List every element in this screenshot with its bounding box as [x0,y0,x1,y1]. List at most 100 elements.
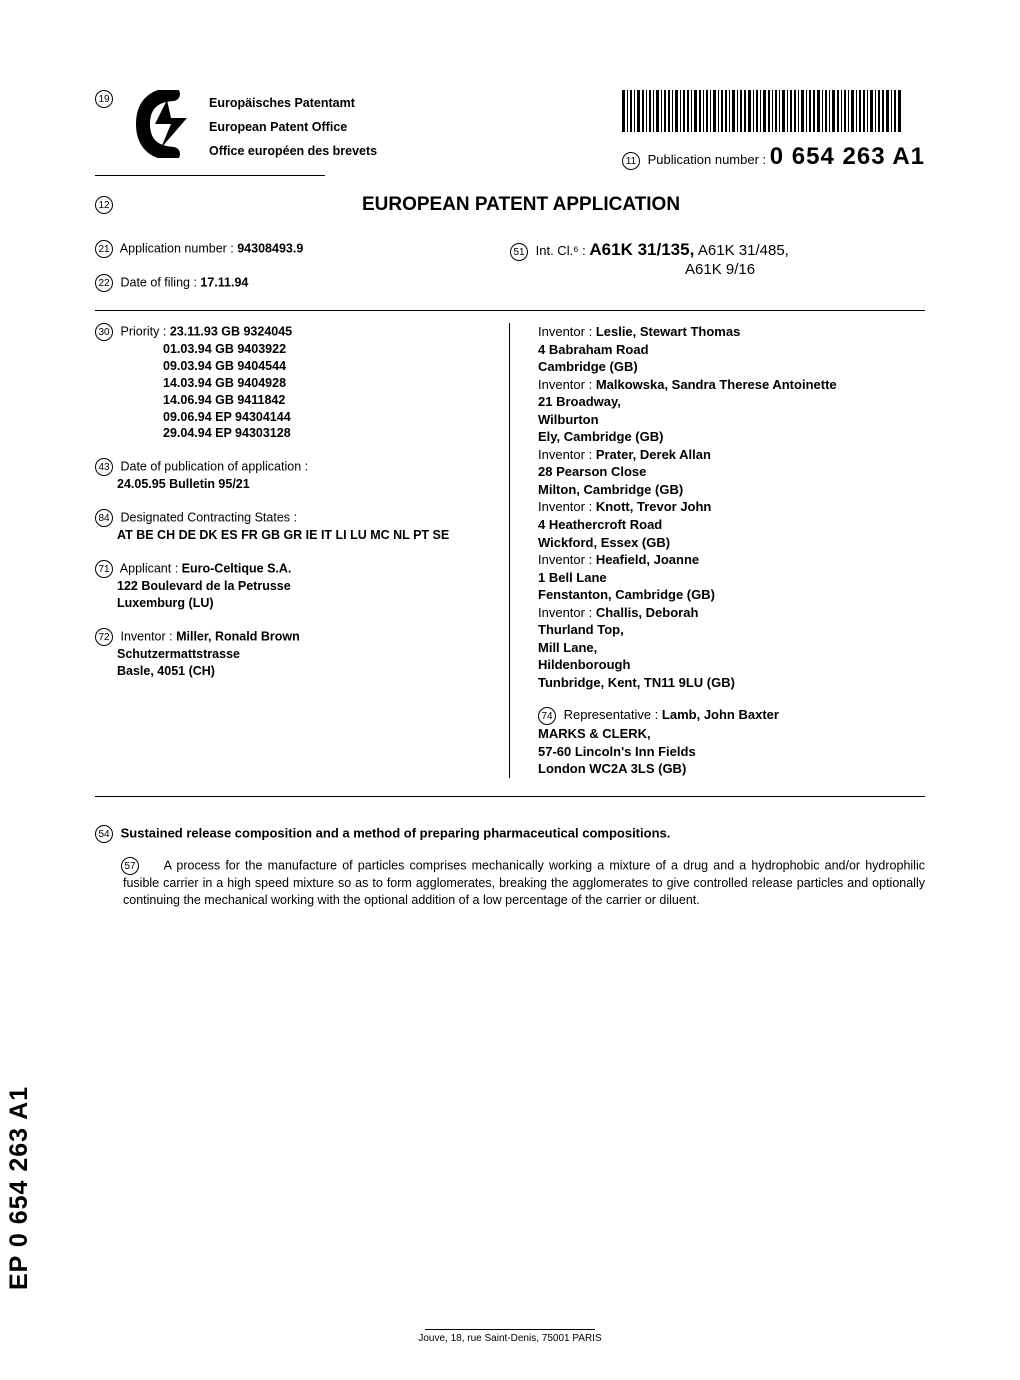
field-code-30: 30 [95,323,113,341]
field-code-71: 71 [95,560,113,578]
pre-biblio-left: 21 Application number : 94308493.9 22 Da… [95,240,510,292]
pub-number-value: 0 654 263 A1 [770,143,925,170]
field-code-72: 72 [95,628,113,646]
inventor-label: Inventor : [538,605,596,620]
inventor-label: Inventor : [538,324,596,339]
priority-item: 14.06.94 GB 9411842 [163,392,491,409]
office-title-en: European Patent Office [209,116,377,140]
biblio-left-column: 30 Priority : 23.11.93 GB 9324045 01.03.… [95,323,510,778]
footer-text: Jouve, 18, rue Saint-Denis, 75001 PARIS [418,1333,601,1344]
abstract-block: 57 A process for the manufacture of part… [95,857,925,910]
inventor-address-line: 4 Heathercroft Road [538,517,662,532]
office-title-de: Europäisches Patentamt [209,92,377,116]
filing-label: Date of filing : [120,275,196,289]
priority-item: 09.06.94 EP 94304144 [163,409,491,426]
applicant-label: Applicant : [120,561,178,575]
rep-address-line: 57-60 Lincoln's Inn Fields [538,743,925,761]
rep-label: Representative : [564,707,659,722]
intcl-sub: A61K 31/485, [698,242,789,259]
inventor-address-line: Cambridge (GB) [538,359,638,374]
representative-field: 74 Representative : Lamb, John Baxter MA… [538,706,925,777]
inventor-name: Heafield, Joanne [596,552,699,567]
field-code-51: 51 [510,243,528,261]
field-code-19: 19 [95,90,113,108]
field-code-21: 21 [95,240,113,258]
inventor-address-line: Hildenborough [538,657,630,672]
applicant-field: 71 Applicant : Euro-Celtique S.A. 122 Bo… [95,560,491,612]
priority-item: 29.04.94 EP 94303128 [163,425,491,442]
field-code-12: 12 [95,196,113,214]
priority-item: 09.03.94 GB 9404544 [163,358,491,375]
intcl-main: A61K 31/135, [589,240,694,259]
rep-address-line: MARKS & CLERK, [538,725,925,743]
office-title-fr: Office européen des brevets [209,140,377,164]
inventor-address-line: Fenstanton, Cambridge (GB) [538,587,715,602]
intcl-line2: A61K 9/16 [510,261,925,278]
applicant-addr1: 122 Boulevard de la Petrusse [95,579,291,593]
app-no-value: 94308493.9 [237,241,303,255]
priority-label: Priority : [120,324,166,338]
inventor-address-line: 1 Bell Lane [538,570,607,585]
priority-item: 14.03.94 GB 9404928 [163,375,491,392]
applicant-addr2: Luxemburg (LU) [95,596,214,610]
doc-type-title: EUROPEAN PATENT APPLICATION [117,194,925,216]
doc-title-row: 12 EUROPEAN PATENT APPLICATION [95,194,925,216]
inventor-address-line: Mill Lane, [538,640,597,655]
barcode [622,90,902,132]
field-code-57: 57 [121,857,139,875]
biblio-right-column: Inventor : Leslie, Stewart Thomas4 Babra… [510,323,925,778]
spine-number: EP 0 654 263 A1 [5,1086,34,1290]
inventors-block: Inventor : Leslie, Stewart Thomas4 Babra… [538,323,925,691]
field-code-74: 74 [538,707,556,725]
inventor-label: Inventor : [538,447,596,462]
inventor-address-line: Ely, Cambridge (GB) [538,429,663,444]
office-titles: Europäisches Patentamt European Patent O… [209,90,377,163]
inventor-label: Inventor : [538,499,596,514]
applicant-name: Euro-Celtique S.A. [182,561,292,575]
bibliographic-box: 30 Priority : 23.11.93 GB 9324045 01.03.… [95,310,925,797]
filing-value: 17.11.94 [200,275,248,289]
inventor-address-line: Thurland Top, [538,622,624,637]
pub-app-field: 43 Date of publication of application : … [95,458,491,493]
rep-address-line: London WC2A 3LS (GB) [538,760,925,778]
states-field: 84 Designated Contracting States : AT BE… [95,509,491,544]
priority-item: 23.11.93 GB 9324045 [170,324,292,338]
pub-number-label: Publication number : [648,152,767,167]
inventor1-addr1: Schutzermattstrasse [95,647,240,661]
field-code-22: 22 [95,274,113,292]
abstract-text: A process for the manufacture of particl… [123,858,925,907]
filing-date-field: 22 Date of filing : 17.11.94 [95,274,510,292]
states-value: AT BE CH DE DK ES FR GB GR IE IT LI LU M… [95,527,491,544]
document-header: 19 Europäisches Patentamt European Paten… [95,90,925,171]
publication-number-line: 11 Publication number : 0 654 263 A1 [622,143,925,171]
inventor-address-line: Wickford, Essex (GB) [538,535,670,550]
priority-item: 01.03.94 GB 9403922 [163,341,491,358]
footer-divider [425,1329,595,1330]
inventor-label: Inventor : [538,377,596,392]
field-code-11: 11 [622,152,640,170]
inventor1-label: Inventor : [120,629,172,643]
inventor-address-line: Wilburton [538,412,599,427]
field-code-43: 43 [95,458,113,476]
field-code-54: 54 [95,825,113,843]
rep-name: Lamb, John Baxter [662,707,779,722]
field-code-84: 84 [95,509,113,527]
header-divider [95,175,325,176]
inventor-address-line: Tunbridge, Kent, TN11 9LU (GB) [538,675,735,690]
inventor1-field: 72 Inventor : Miller, Ronald Brown Schut… [95,628,491,680]
app-no-label: Application number : [120,241,234,255]
inventor-name: Prater, Derek Allan [596,447,711,462]
intcl-label: Int. Cl.⁶ : [536,243,586,258]
epo-logo [129,90,197,158]
inventor-address-line: 28 Pearson Close [538,464,646,479]
pub-app-value: 24.05.95 Bulletin 95/21 [95,477,250,491]
inventor-label: Inventor : [538,552,596,567]
inventor-address-line: 21 Broadway, [538,394,621,409]
page-footer: Jouve, 18, rue Saint-Denis, 75001 PARIS [0,1329,1020,1344]
pre-biblio-right: 51 Int. Cl.⁶ : A61K 31/135, A61K 31/485,… [510,240,925,292]
inventor-name: Leslie, Stewart Thomas [596,324,741,339]
application-number-field: 21 Application number : 94308493.9 [95,240,510,258]
pub-app-label: Date of publication of application : [120,460,308,474]
inventor-address-line: Milton, Cambridge (GB) [538,482,683,497]
header-left: 19 Europäisches Patentamt European Paten… [95,90,377,163]
